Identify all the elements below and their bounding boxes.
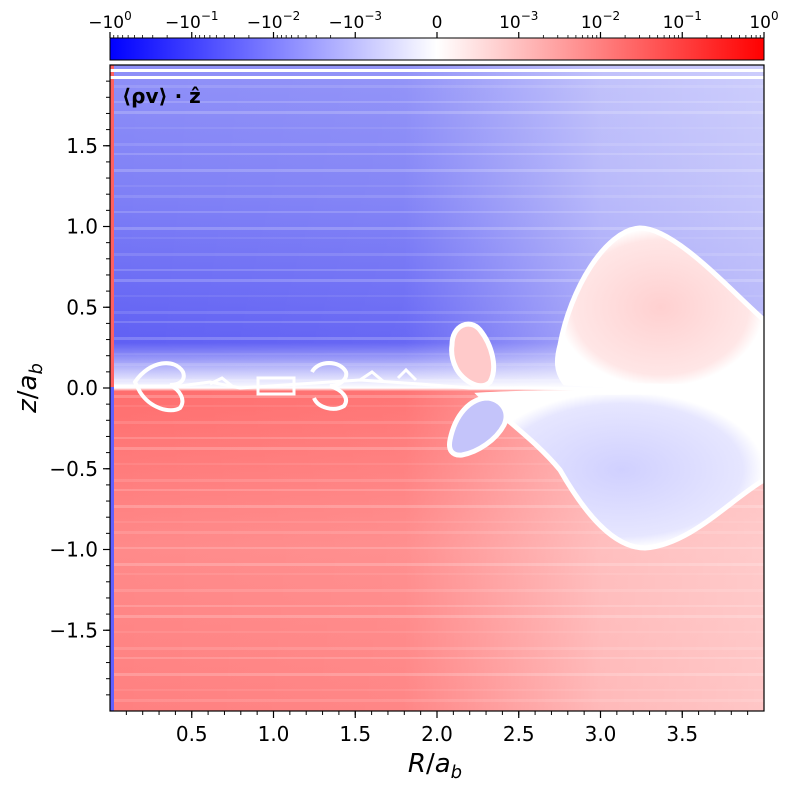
- colorbar-tick-label: 10−2: [581, 9, 620, 33]
- lobe-positive-small: [449, 321, 497, 389]
- colorbar: [109, 37, 765, 61]
- heatmap-stripe: [110, 143, 764, 146]
- colorbar-tick-label: 100: [749, 9, 778, 33]
- heatmap-stripe: [110, 589, 764, 592]
- feature-near-1p0: [256, 376, 296, 396]
- lobe-negative-large: [474, 389, 764, 551]
- heatmap-stripe: [110, 311, 764, 314]
- heatmap-stripe: [110, 573, 764, 575]
- x-axis: 0.5 1.0 1.5 2.0 2.5 3.0 3.5: [125, 711, 749, 746]
- heatmap-stripe: [110, 337, 764, 340]
- heatmap-stripe: [110, 379, 764, 381]
- heatmap-stripe: [110, 353, 764, 355]
- heatmap-stripe: [110, 227, 764, 230]
- heatmap-stripe: [110, 505, 764, 508]
- left-edge-strip-bottom: [110, 387, 114, 711]
- heatmap-stripe: [110, 463, 764, 465]
- heatmap-stripe: [110, 615, 764, 618]
- y-tick-label: 1.0: [66, 215, 98, 239]
- heatmap-stripe: [110, 279, 764, 282]
- y-tick-label: −0.5: [49, 457, 98, 481]
- heatmap-stripes: [110, 69, 764, 702]
- y-tick-label: 0.0: [66, 376, 98, 400]
- x-tick-label: 2.0: [421, 722, 453, 746]
- x-tick-label: 3.5: [666, 722, 698, 746]
- colorbar-tick-label: 10−3: [499, 9, 538, 33]
- colorbar-tick-label: −10−3: [328, 9, 382, 33]
- heatmap-stripe: [110, 211, 764, 213]
- lobe-negative-small: [447, 395, 509, 458]
- y-tick-label: 0.5: [66, 295, 98, 319]
- heatmap-stripe: [110, 169, 764, 172]
- y-axis: 1.5 1.0 0.5 0.0 −0.5 −1.0 −1.5: [49, 80, 110, 696]
- x-tick-label: 1.5: [339, 722, 371, 746]
- heatmap-stripe: [110, 547, 764, 549]
- heatmap: [110, 65, 764, 711]
- x-tick-label: 0.5: [176, 722, 208, 746]
- heatmap-stripe: [110, 563, 764, 566]
- heatmap-stripe: [110, 479, 764, 482]
- x-axis-label: R/ab: [408, 749, 462, 783]
- colorbar-tick-label: −10−2: [247, 9, 301, 33]
- heatmap-stripe: [110, 437, 764, 439]
- heatmap-stripe: [110, 531, 764, 534]
- heatmap-stripe: [110, 185, 764, 187]
- y-tick-label: −1.5: [49, 618, 98, 642]
- heatmap-stripe: [110, 253, 764, 256]
- heatmap-stripe: [110, 395, 764, 398]
- colorbar-tick-label: −100: [88, 9, 132, 33]
- heatmap-stripe: [110, 673, 764, 676]
- heatmap-stripe: [110, 647, 764, 650]
- plot-annotation: ⟨ρv⟩ · ẑ: [122, 84, 201, 108]
- heatmap-stripe: [110, 321, 764, 323]
- heatmap-stripe: [110, 699, 764, 702]
- left-edge-strip-top: [110, 65, 114, 387]
- x-tick-label: 2.5: [503, 722, 535, 746]
- heatmap-stripe: [110, 689, 764, 691]
- feature-blips: [209, 367, 418, 388]
- heatmap-stripe: [110, 195, 764, 198]
- heatmap-stripe: [110, 269, 764, 271]
- heatmap-stripe: [110, 295, 764, 297]
- heatmap-stripe: [110, 605, 764, 607]
- x-tick-label: 3.0: [585, 722, 617, 746]
- top-band: [110, 69, 764, 72]
- heatmap-stripe: [110, 489, 764, 491]
- heatmap-stripe: [110, 521, 764, 523]
- colorbar-tick-label: −10−1: [165, 9, 219, 33]
- y-tick-label: −1.0: [49, 538, 98, 562]
- feature-near-0p3: [132, 361, 186, 413]
- heatmap-stripe: [110, 127, 764, 129]
- top-band: [110, 76, 764, 79]
- colorbar-ticks: −100 −10−1 −10−2 −10−3 0 10−3 10−2 10−1 100: [88, 9, 779, 38]
- heatmap-stripe: [110, 85, 764, 88]
- colorbar-tick-label: 0: [432, 13, 443, 33]
- heatmap-stripe: [110, 405, 764, 407]
- heatmap-stripe: [110, 153, 764, 155]
- heatmap-stripe: [110, 101, 764, 103]
- heatmap-stripe: [110, 447, 764, 450]
- heatmap-stripe: [110, 111, 764, 114]
- y-tick-label: 1.5: [66, 134, 98, 158]
- heatmap-stripe: [110, 363, 764, 366]
- colorbar-tick-label: 10−1: [663, 9, 702, 33]
- feature-near-1p3: [310, 361, 349, 411]
- heatmap-stripe: [110, 657, 764, 659]
- heatmap-stripe: [110, 421, 764, 424]
- heatmap-stripe: [110, 631, 764, 633]
- y-axis-label: z/ab: [13, 363, 47, 414]
- x-tick-label: 1.0: [258, 722, 290, 746]
- heatmap-stripe: [110, 237, 764, 239]
